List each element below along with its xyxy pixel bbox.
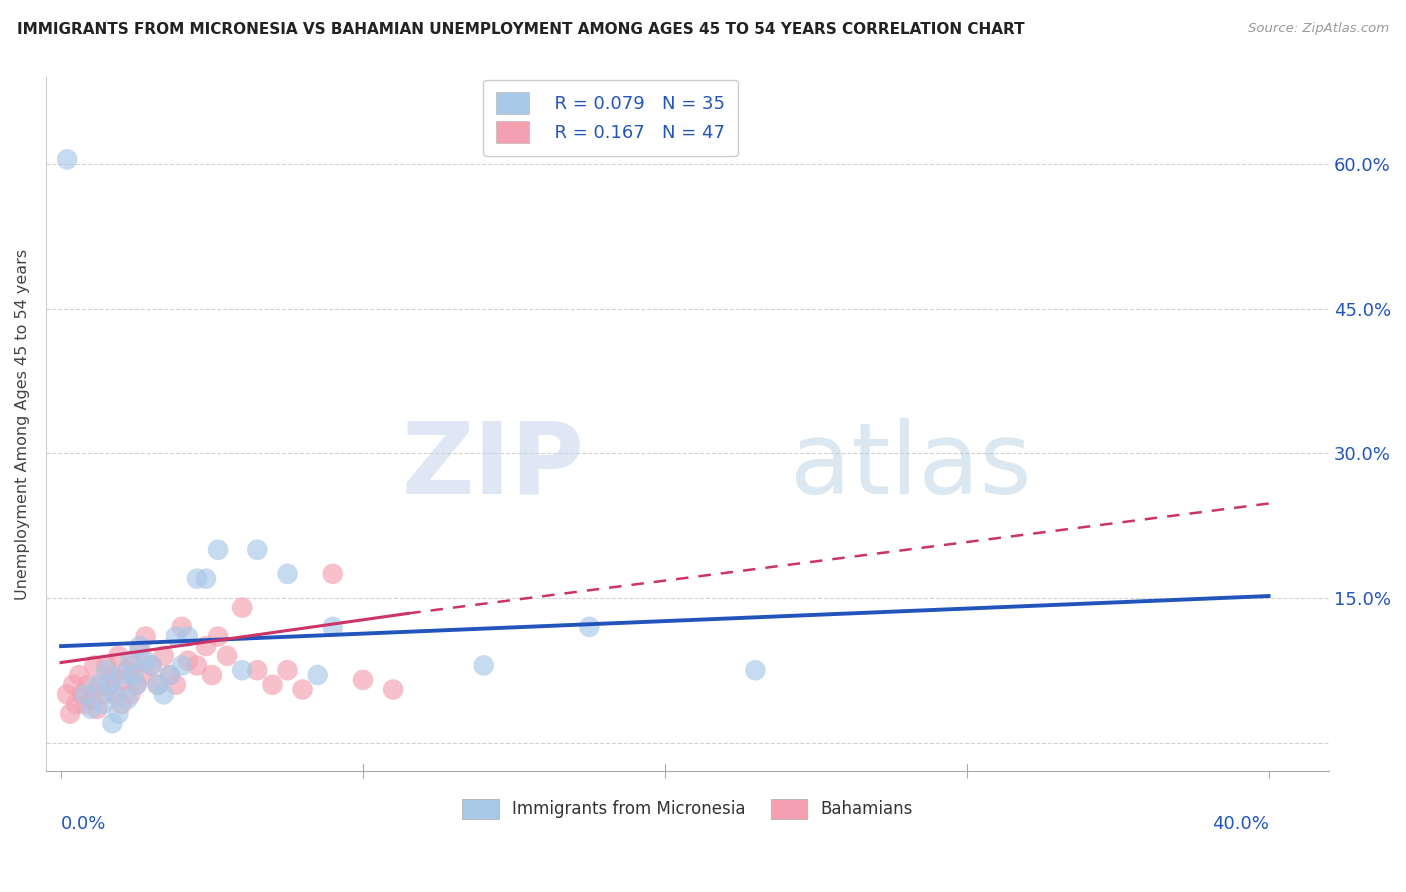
Point [114,673,136,687]
Point [291,682,314,697]
Point [246,542,269,557]
Point [77,678,100,692]
Point [96,663,118,677]
Text: 0.0%: 0.0% [60,815,107,833]
Point [170,658,193,673]
Point [194,639,217,653]
Point [96,658,118,673]
Point [83,658,105,673]
Point [80,702,103,716]
Point [104,687,127,701]
Point [170,620,193,634]
Point [104,687,127,701]
Point [146,678,169,692]
Point [152,687,174,701]
Point [246,663,269,677]
Point [125,678,148,692]
Point [744,663,766,677]
Point [231,663,253,677]
Point [135,630,157,644]
Point [128,644,150,658]
Point [159,668,181,682]
Text: ZIP: ZIP [402,417,585,515]
Point [91,687,114,701]
Point [322,620,344,634]
Y-axis label: Unemployment Among Ages 45 to 54 years: Unemployment Among Ages 45 to 54 years [15,249,30,600]
Point [382,682,405,697]
Point [186,572,208,586]
Point [117,663,139,677]
Point [128,639,150,653]
Point [165,630,187,644]
Point [141,658,163,673]
Point [472,658,495,673]
Point [152,648,174,663]
Point [262,678,284,692]
Point [80,692,103,706]
Text: atlas: atlas [790,417,1032,515]
Point [122,658,145,673]
Point [217,648,239,663]
Point [98,678,121,692]
Point [75,687,97,701]
Point [107,706,129,721]
Point [65,697,87,711]
Point [101,668,124,682]
Point [117,692,139,706]
Point [122,668,145,682]
Point [110,697,132,711]
Point [194,572,217,586]
Point [98,678,121,692]
Point [352,673,374,687]
Point [307,668,329,682]
Point [135,654,157,668]
Text: 40.0%: 40.0% [1212,815,1268,833]
Point [207,630,229,644]
Point [276,566,298,581]
Point [110,668,132,682]
Point [201,668,224,682]
Point [177,654,200,668]
Point [177,630,200,644]
Point [276,663,298,677]
Point [70,687,93,701]
Point [125,678,148,692]
Point [578,620,600,634]
Point [101,716,124,731]
Point [86,678,108,692]
Point [89,678,111,692]
Point [146,678,169,692]
Point [141,658,163,673]
Point [231,600,253,615]
Point [62,678,84,692]
Point [159,668,181,682]
Text: Source: ZipAtlas.com: Source: ZipAtlas.com [1249,22,1389,36]
Point [107,648,129,663]
Point [91,697,114,711]
Point [131,668,153,682]
Text: IMMIGRANTS FROM MICRONESIA VS BAHAMIAN UNEMPLOYMENT AMONG AGES 45 TO 54 YEARS CO: IMMIGRANTS FROM MICRONESIA VS BAHAMIAN U… [17,22,1025,37]
Point [86,702,108,716]
Point [322,566,344,581]
Point [120,687,142,701]
Point [120,654,142,668]
Point [207,542,229,557]
Legend: Immigrants from Micronesia, Bahamians: Immigrants from Micronesia, Bahamians [456,792,920,826]
Point [75,697,97,711]
Point [186,658,208,673]
Point [67,668,90,682]
Point [56,687,79,701]
Point [56,153,79,167]
Point [59,706,82,721]
Point [165,678,187,692]
